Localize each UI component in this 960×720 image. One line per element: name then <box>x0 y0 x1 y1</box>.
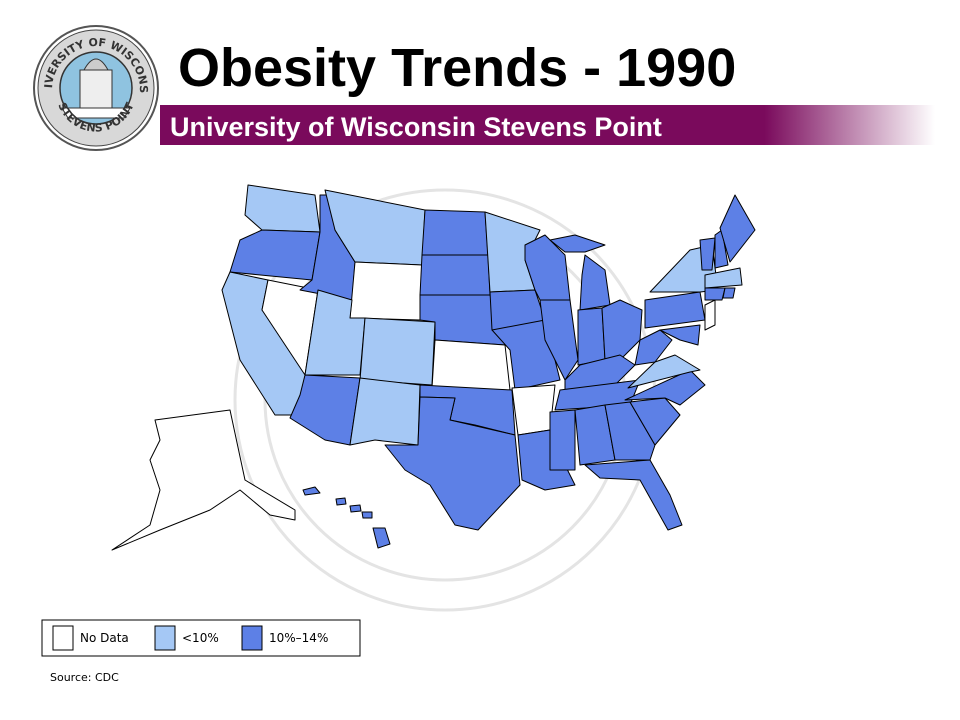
map <box>111 184 756 551</box>
state <box>302 486 321 496</box>
state <box>719 194 756 263</box>
header-bar <box>160 105 935 145</box>
legend: No Data <10% 10%–14% <box>41 619 361 657</box>
state <box>644 291 706 329</box>
state <box>349 377 421 446</box>
title: Obesity Trends - 1990 <box>178 38 736 98</box>
state <box>704 299 716 331</box>
state <box>584 459 683 531</box>
state <box>659 324 701 346</box>
state <box>229 229 321 281</box>
state <box>539 299 579 381</box>
state <box>549 409 576 471</box>
state <box>722 287 736 299</box>
state <box>699 237 716 271</box>
legend-label: <10% <box>182 631 219 645</box>
subtitle: University of Wisconsin Stevens Point <box>170 112 662 142</box>
legend-label: 10%–14% <box>269 631 328 645</box>
state <box>511 384 556 436</box>
state <box>361 511 373 519</box>
state <box>244 184 321 233</box>
legend-swatch <box>52 625 74 651</box>
state <box>384 396 521 531</box>
state <box>579 254 611 311</box>
state <box>419 254 491 296</box>
state <box>714 229 729 269</box>
state <box>704 287 726 301</box>
legend-box <box>41 619 361 657</box>
state <box>604 401 656 461</box>
state <box>634 329 673 366</box>
state <box>335 497 347 506</box>
state <box>349 504 362 513</box>
state <box>491 319 561 391</box>
source: Source: CDC <box>50 671 119 684</box>
legend-swatch <box>154 625 176 651</box>
state <box>627 354 701 389</box>
state <box>601 299 643 361</box>
state <box>372 527 391 549</box>
state <box>704 267 743 289</box>
state <box>431 339 511 391</box>
state <box>577 307 606 366</box>
legend-swatch <box>241 625 263 651</box>
state <box>629 397 681 446</box>
state <box>111 409 296 551</box>
state <box>421 209 489 256</box>
legend-label: No Data <box>80 631 129 645</box>
state <box>359 317 436 386</box>
state <box>549 234 606 253</box>
logo: UNIVERSITY OF WISCONSIN STEVENS POINT <box>0 0 159 151</box>
state <box>349 261 423 321</box>
